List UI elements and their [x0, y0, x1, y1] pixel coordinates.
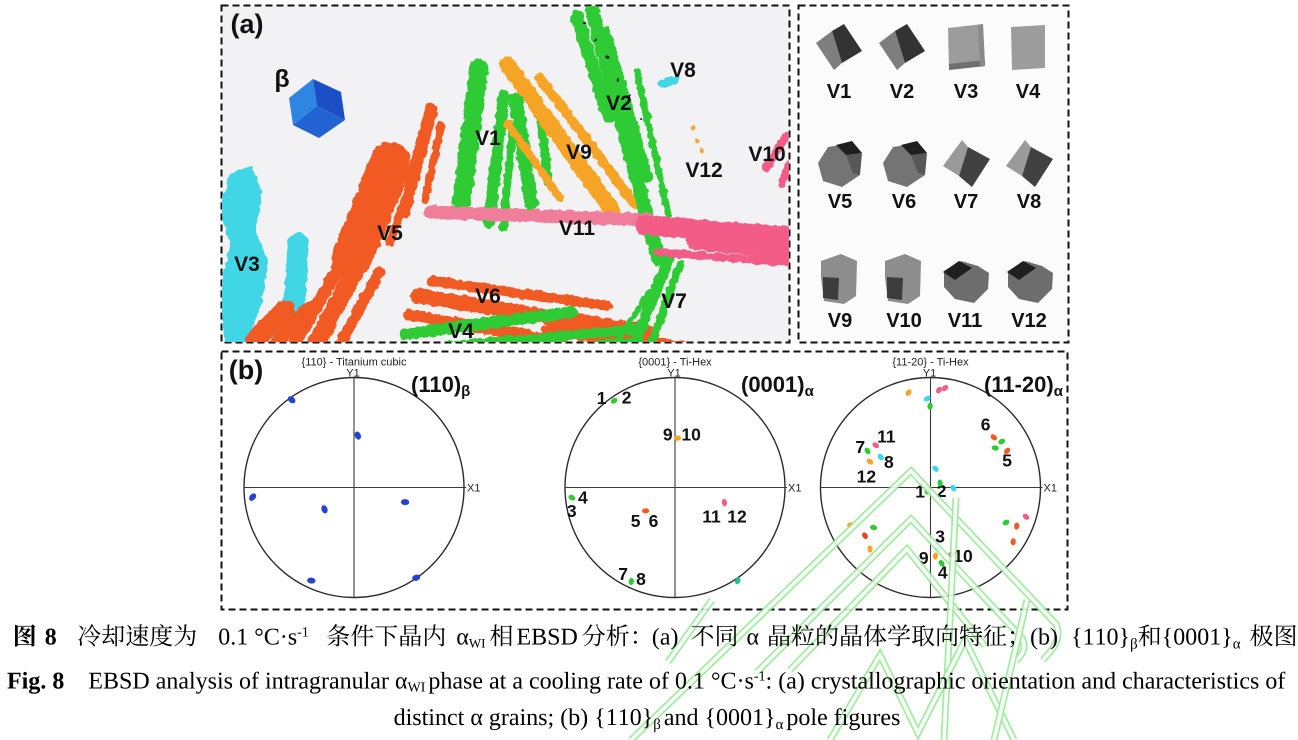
- svg-text:V1: V1: [475, 127, 501, 150]
- svg-text:Y1: Y1: [346, 368, 359, 380]
- svg-text:9: 9: [663, 425, 673, 445]
- svg-text:V4: V4: [1016, 81, 1041, 103]
- svg-text:V9: V9: [828, 310, 852, 332]
- svg-text:β: β: [274, 65, 289, 93]
- svg-text:(0001)α: (0001)α: [741, 372, 815, 400]
- svg-text:V8: V8: [1017, 191, 1041, 213]
- svg-text:V3: V3: [234, 253, 260, 276]
- svg-text:11: 11: [877, 427, 896, 447]
- svg-text:V4: V4: [448, 320, 474, 343]
- svg-text:V11: V11: [559, 217, 596, 240]
- svg-text:V10: V10: [748, 143, 785, 166]
- svg-text:V5: V5: [377, 222, 403, 245]
- svg-text:V5: V5: [828, 191, 852, 213]
- svg-text:1: 1: [597, 388, 607, 408]
- svg-text:7: 7: [618, 564, 628, 584]
- svg-text:11: 11: [702, 507, 721, 527]
- svg-text:8: 8: [636, 569, 646, 589]
- svg-text:1: 1: [915, 482, 925, 502]
- svg-text:6: 6: [649, 511, 659, 531]
- svg-text:V10: V10: [886, 310, 922, 332]
- svg-text:2: 2: [937, 481, 947, 501]
- svg-text:4: 4: [938, 563, 948, 583]
- svg-text:V6: V6: [475, 285, 501, 308]
- svg-text:6: 6: [981, 415, 991, 435]
- svg-text:Y1: Y1: [667, 368, 680, 380]
- svg-text:2: 2: [622, 388, 632, 408]
- svg-text:{11-20} - Ti-Hex: {11-20} - Ti-Hex: [892, 357, 969, 369]
- svg-text:V12: V12: [1011, 310, 1047, 332]
- svg-text:(110)β: (110)β: [411, 372, 470, 400]
- svg-text:V2: V2: [606, 92, 632, 115]
- svg-text:V2: V2: [890, 81, 914, 103]
- svg-text:3: 3: [567, 501, 577, 521]
- svg-text:V3: V3: [954, 81, 978, 103]
- svg-text:12: 12: [857, 467, 877, 487]
- svg-text:{0001} - Ti-Hex: {0001} - Ti-Hex: [638, 357, 712, 369]
- svg-text:Y1: Y1: [923, 368, 936, 380]
- svg-text:5: 5: [631, 511, 641, 531]
- svg-text:(11-20)α: (11-20)α: [984, 372, 1064, 400]
- svg-text:12: 12: [727, 507, 747, 527]
- svg-text:8: 8: [884, 452, 894, 472]
- svg-text:5: 5: [1002, 451, 1012, 471]
- svg-text:(b): (b): [229, 355, 263, 385]
- svg-text:X1: X1: [1044, 483, 1057, 495]
- svg-text:V7: V7: [954, 191, 978, 213]
- svg-text:4: 4: [578, 488, 588, 508]
- svg-text:V9: V9: [566, 141, 592, 164]
- svg-text:(a): (a): [231, 9, 264, 39]
- svg-text:3: 3: [935, 527, 945, 547]
- svg-text:9: 9: [919, 548, 929, 568]
- svg-text:{110} - Titanium cubic: {110} - Titanium cubic: [302, 357, 407, 369]
- svg-text:V11: V11: [948, 310, 982, 332]
- svg-text:V1: V1: [827, 81, 851, 103]
- svg-text:V7: V7: [661, 290, 687, 313]
- svg-text:X1: X1: [467, 483, 480, 495]
- svg-text:7: 7: [855, 437, 865, 457]
- svg-text:10: 10: [681, 425, 701, 445]
- svg-text:V6: V6: [892, 191, 916, 213]
- svg-text:V8: V8: [670, 59, 696, 82]
- svg-text:V12: V12: [685, 159, 722, 182]
- svg-text:10: 10: [953, 546, 973, 566]
- svg-text:X1: X1: [788, 483, 801, 495]
